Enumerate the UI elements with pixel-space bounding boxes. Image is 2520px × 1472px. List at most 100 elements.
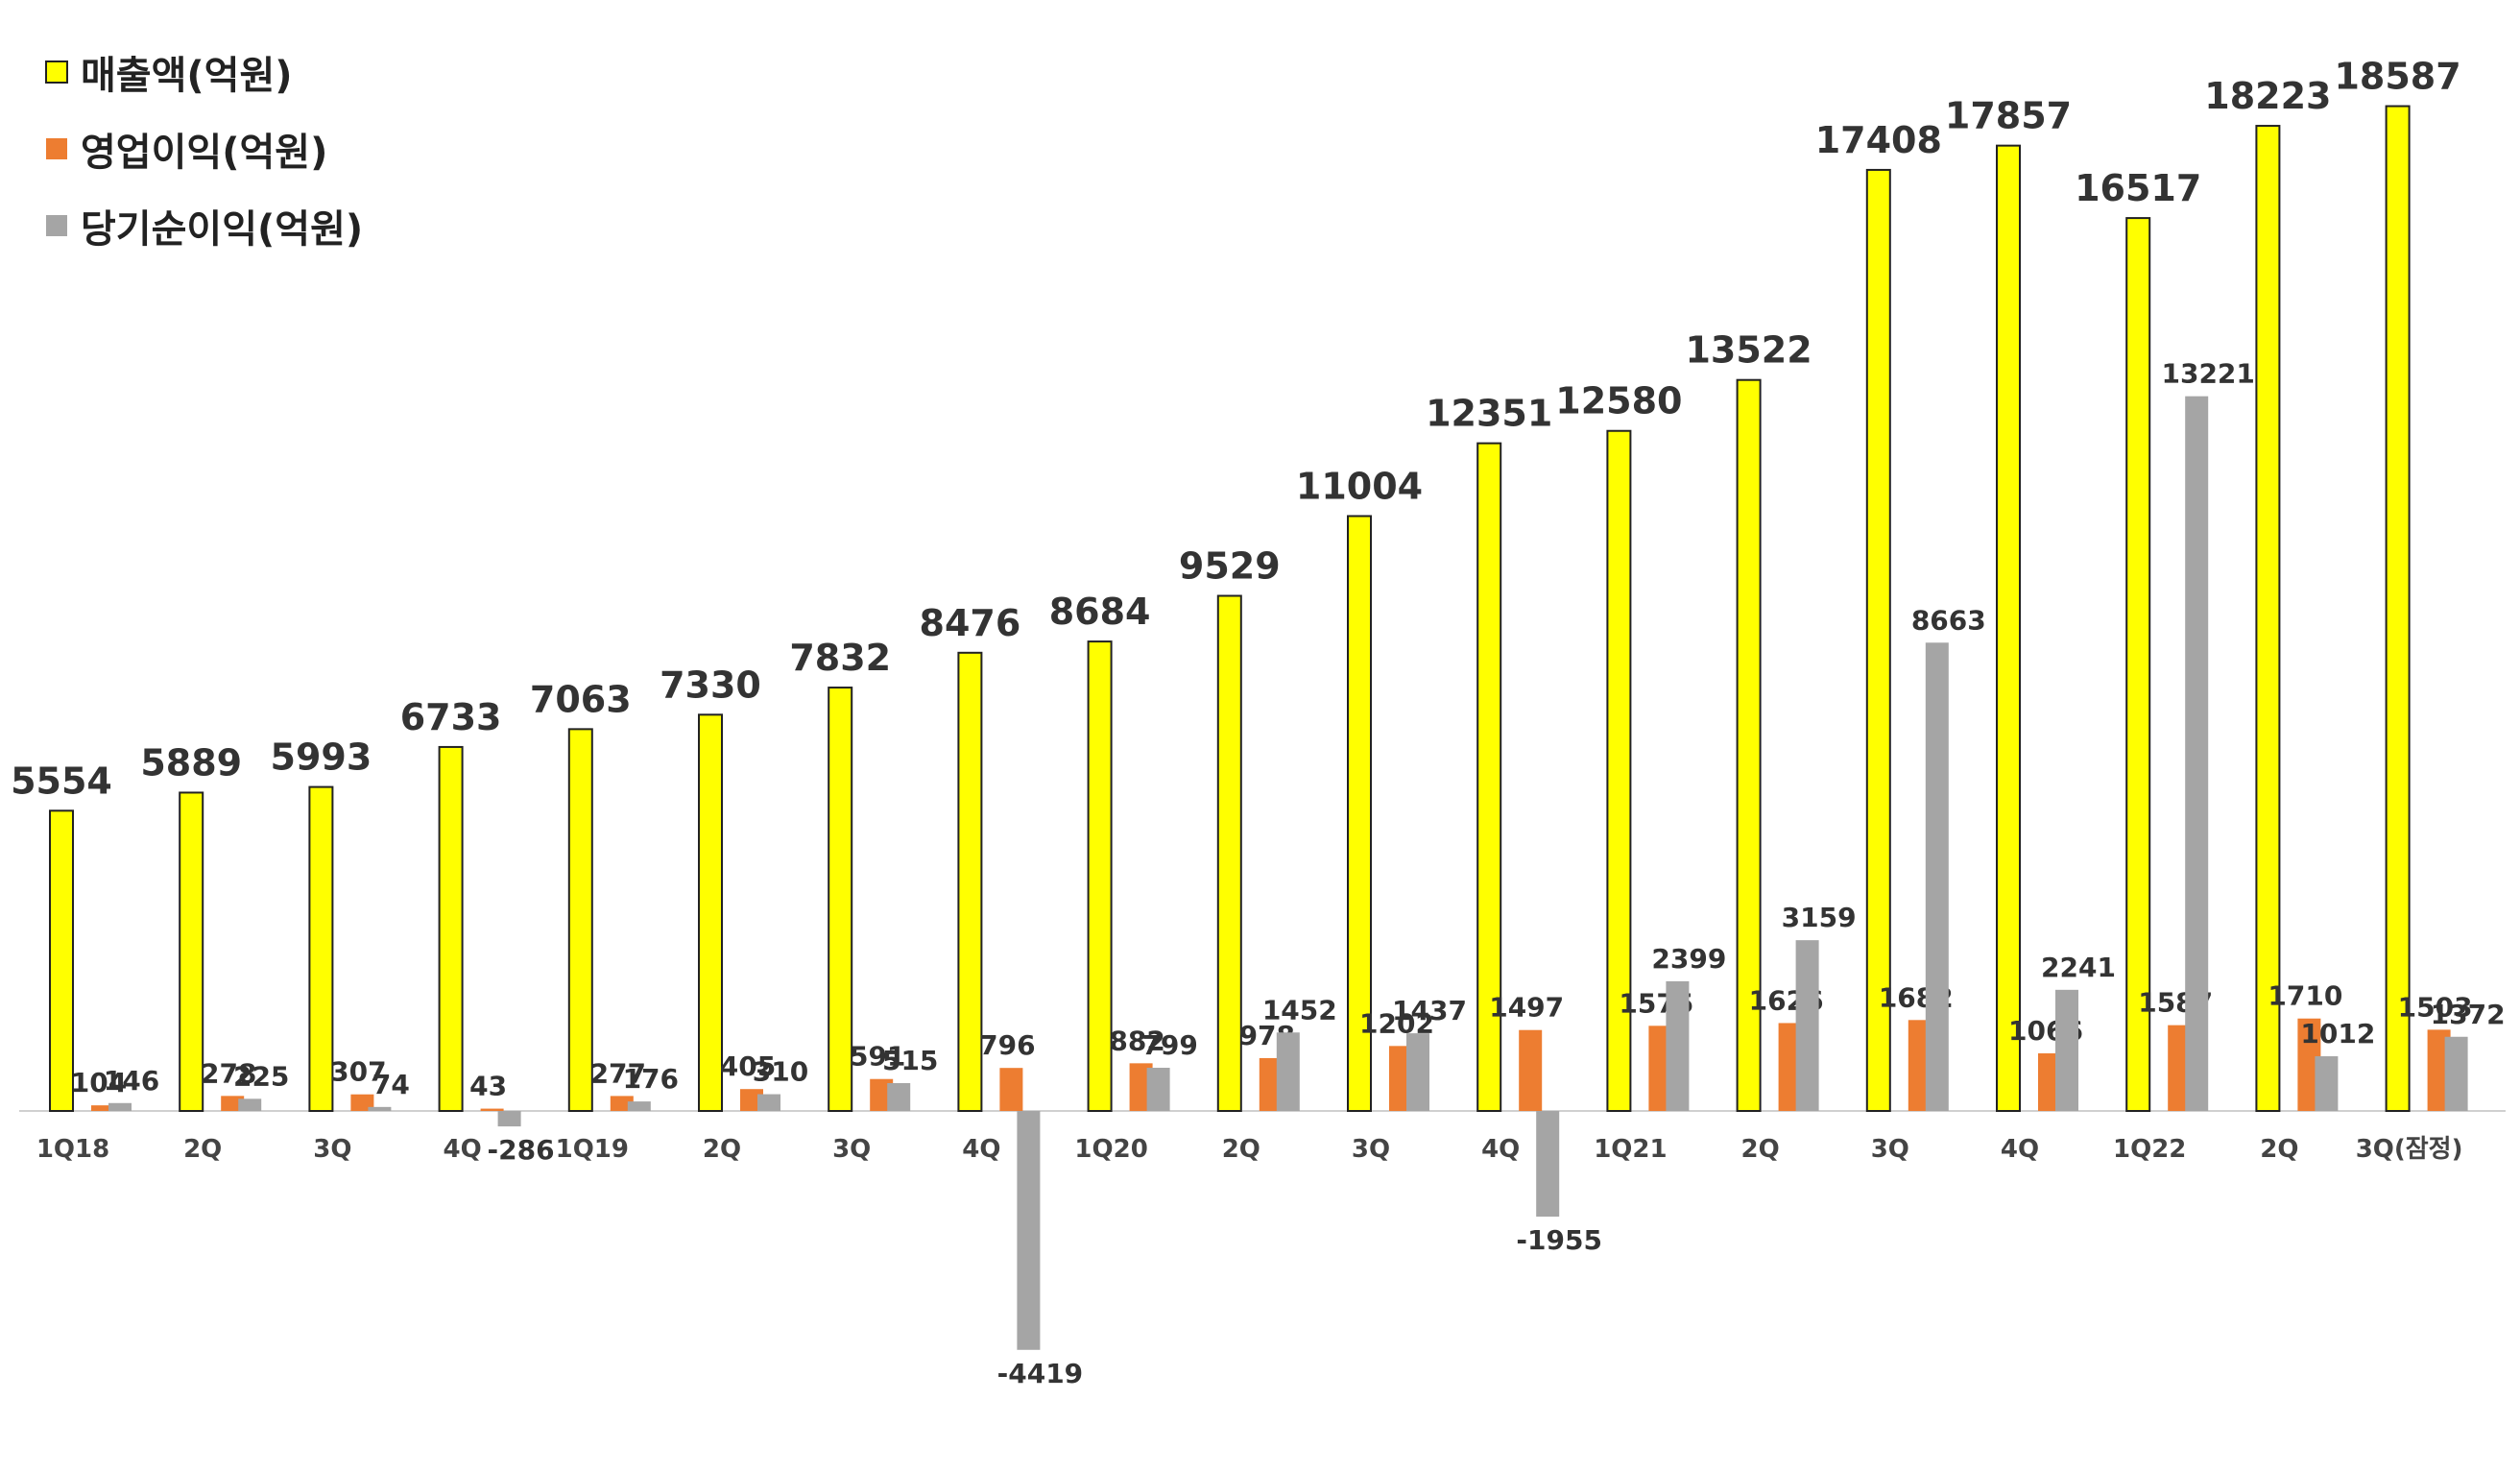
bar-s1-2 bbox=[179, 791, 204, 1112]
bar-s3-12 bbox=[1536, 1111, 1560, 1218]
x-tick-label-1: 1Q18 bbox=[36, 1135, 109, 1164]
data-label-s2-9: 882 bbox=[1109, 1025, 1164, 1056]
data-label-s3-6: 310 bbox=[753, 1056, 808, 1088]
data-label-s2-12: 1497 bbox=[1489, 992, 1564, 1024]
data-label-s2-3: 307 bbox=[330, 1056, 386, 1088]
bar-s1-11 bbox=[1347, 515, 1372, 1112]
bar-s3-19 bbox=[2444, 1036, 2468, 1111]
x-tick-label-12: 4Q bbox=[1481, 1135, 1520, 1164]
data-label-s2-4: 43 bbox=[469, 1071, 507, 1102]
x-tick-label-15: 3Q bbox=[1871, 1135, 1909, 1164]
data-label-s1-10: 9529 bbox=[1179, 545, 1281, 588]
bar-s1-3 bbox=[308, 785, 334, 1113]
data-label-s2-7: 591 bbox=[850, 1041, 905, 1073]
bar-s3-6 bbox=[757, 1094, 780, 1111]
bar-s2-4 bbox=[480, 1108, 504, 1111]
bar-s3-15 bbox=[1925, 642, 1949, 1111]
bar-s2-3 bbox=[350, 1094, 374, 1111]
bar-s1-12 bbox=[1476, 442, 1502, 1113]
data-label-s3-14: 3159 bbox=[1782, 902, 1857, 933]
bar-s1-5 bbox=[567, 728, 593, 1112]
bar-s3-1 bbox=[108, 1102, 132, 1111]
bar-s3-5 bbox=[627, 1101, 651, 1111]
x-tick-label-5: 1Q19 bbox=[556, 1135, 629, 1164]
bar-s3-14 bbox=[1795, 940, 1819, 1111]
x-tick-label-13: 1Q21 bbox=[1594, 1135, 1667, 1164]
data-label-s2-5: 277 bbox=[590, 1057, 646, 1089]
bar-s1-10 bbox=[1216, 594, 1242, 1112]
x-tick-label-19: 3Q(잠정) bbox=[2356, 1135, 2463, 1164]
bar-s3-18 bbox=[2315, 1056, 2339, 1111]
bar-s1-14 bbox=[1736, 378, 1762, 1112]
bar-s3-10 bbox=[1276, 1032, 1300, 1111]
bar-s1-7 bbox=[828, 687, 853, 1112]
bar-s2-12 bbox=[1519, 1029, 1543, 1111]
bar-s1-15 bbox=[1865, 168, 1891, 1112]
data-label-s2-19: 1503 bbox=[2398, 991, 2473, 1023]
legend-swatch-3 bbox=[46, 215, 67, 236]
bar-s3-7 bbox=[887, 1083, 911, 1111]
data-label-s2-6: 405 bbox=[720, 1050, 776, 1082]
bar-s3-13 bbox=[1666, 980, 1690, 1111]
data-label-s1-2: 5889 bbox=[140, 741, 242, 784]
data-label-s3-7: 515 bbox=[882, 1045, 938, 1076]
data-label-s3-16: 2241 bbox=[2041, 952, 2116, 983]
data-label-s1-12: 12351 bbox=[1426, 393, 1552, 435]
legend-swatch-1 bbox=[45, 60, 68, 84]
bar-s2-1 bbox=[91, 1105, 114, 1111]
x-tick-label-10: 2Q bbox=[1222, 1135, 1260, 1164]
x-tick-label-14: 2Q bbox=[1740, 1135, 1779, 1164]
bar-s1-18 bbox=[2255, 125, 2281, 1113]
data-label-s1-6: 7330 bbox=[660, 664, 761, 706]
data-label-s1-18: 18223 bbox=[2204, 75, 2331, 117]
data-label-s3-17: 13221 bbox=[2161, 358, 2254, 390]
bar-s1-16 bbox=[1996, 144, 2021, 1113]
data-label-s1-5: 7063 bbox=[530, 678, 632, 720]
data-label-s2-1: 104 bbox=[71, 1067, 127, 1098]
x-tick-label-17: 1Q22 bbox=[2113, 1135, 2186, 1164]
data-label-s1-17: 16517 bbox=[2075, 167, 2201, 209]
data-label-s1-19: 18587 bbox=[2334, 56, 2460, 98]
data-label-s1-1: 5554 bbox=[11, 760, 112, 802]
data-label-s3-3: 74 bbox=[372, 1069, 410, 1100]
data-label-s1-15: 17408 bbox=[1815, 119, 1942, 161]
data-label-s1-16: 17857 bbox=[1945, 95, 2072, 137]
data-label-s1-7: 7832 bbox=[789, 637, 891, 679]
x-tick-label-18: 2Q bbox=[2260, 1135, 2298, 1164]
data-label-s1-3: 5993 bbox=[271, 736, 372, 779]
data-label-s1-9: 8684 bbox=[1049, 591, 1151, 633]
data-label-s3-11: 1437 bbox=[1392, 995, 1467, 1026]
bar-s3-9 bbox=[1146, 1068, 1170, 1111]
data-label-s2-18: 1710 bbox=[2268, 980, 2342, 1012]
data-label-s3-8: -4419 bbox=[997, 1358, 1084, 1389]
data-label-s3-2: 225 bbox=[233, 1060, 289, 1092]
data-label-s1-14: 13522 bbox=[1685, 329, 1812, 372]
x-tick-label-11: 3Q bbox=[1352, 1135, 1390, 1164]
data-label-s1-11: 11004 bbox=[1296, 465, 1423, 507]
bar-s3-11 bbox=[1406, 1033, 1429, 1111]
data-label-s3-19: 1372 bbox=[2431, 999, 2506, 1030]
data-label-s1-4: 6733 bbox=[400, 696, 502, 738]
data-label-s3-13: 2399 bbox=[1651, 943, 1726, 975]
legend-label-1: 매출액(억원) bbox=[81, 54, 293, 98]
data-label-s3-12: -1955 bbox=[1516, 1224, 1602, 1256]
bar-s3-8 bbox=[1017, 1111, 1041, 1350]
legend-swatch-2 bbox=[46, 138, 67, 159]
data-label-s3-10: 1452 bbox=[1262, 994, 1337, 1026]
legend-label-2: 영업이익(억원) bbox=[81, 131, 327, 175]
legend: 매출액(억원) 영업이익(억원) 당기순이익(억원) bbox=[45, 54, 363, 252]
x-tick-label-4: 4Q bbox=[443, 1135, 481, 1164]
x-tick-label-2: 2Q bbox=[183, 1135, 222, 1164]
data-label-s3-15: 8663 bbox=[1911, 604, 1986, 636]
x-tick-label-3: 3Q bbox=[313, 1135, 351, 1164]
data-label-s3-4: -286 bbox=[488, 1134, 555, 1166]
x-tick-label-6: 2Q bbox=[703, 1135, 741, 1164]
data-label-s2-8: 796 bbox=[979, 1029, 1035, 1061]
x-tick-label-9: 1Q20 bbox=[1074, 1135, 1147, 1164]
bar-s1-17 bbox=[2125, 217, 2151, 1112]
bar-s3-4 bbox=[497, 1111, 521, 1127]
x-tick-label-8: 4Q bbox=[962, 1135, 1000, 1164]
